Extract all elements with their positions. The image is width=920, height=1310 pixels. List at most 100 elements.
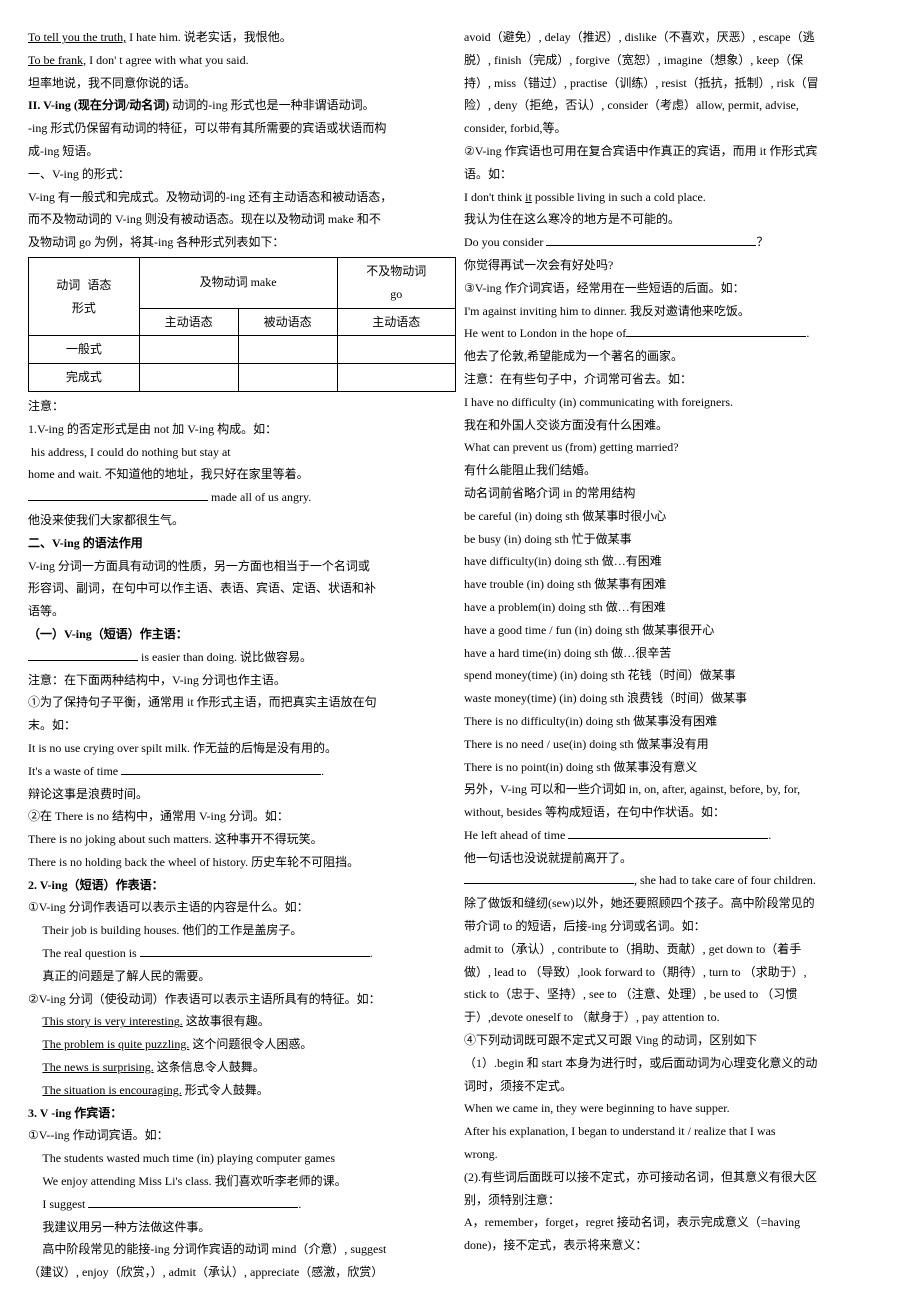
line: 持）, miss（错过）, practise（训练）, resist（抵抗，抵制… [464,72,892,95]
table-cell [139,336,238,364]
fill-blank [140,945,370,957]
line: 除了做饭和缝纫(sew)以外，她还要照顾四个孩子。高中阶段常见的 [464,892,892,915]
fill-blank [88,1196,298,1208]
text: made all of us angry. [208,490,311,504]
text: . [768,828,771,842]
line: spend money(time) (in) doing sth 花钱（时间）做… [464,664,892,687]
line: 一、V-ing 的形式： [28,163,456,186]
line: V-ing 分词一方面具有动词的性质，另一方面也相当于一个名词或 [28,555,456,578]
line: done)，接不定式，表示将来意义： [464,1234,892,1257]
line: ②在 There is no 结构中，通常用 V-ing 分词。如： [28,805,456,828]
line: There is no joking about such matters. 这… [28,828,456,851]
underlined-phrase: To be frank, [28,53,86,67]
line: （建议）, enjoy（欣赏，）, admit（承认）, appreciate（… [28,1261,456,1284]
line: made all of us angry. [28,486,456,509]
line: have difficulty(in) doing sth 做…有困难 [464,550,892,573]
table-cell [139,364,238,392]
line: We enjoy attending Miss Li's class. 我们喜欢… [28,1170,456,1193]
text: 这个问题很令人困惑。 [189,1037,312,1051]
line: 他一句话也没说就提前离开了。 [464,847,892,870]
table-header-go: 不及物动词go [337,257,455,308]
text: is easier than doing. 说比做容易。 [138,650,312,664]
line: waste money(time) (in) doing sth 浪费钱（时间）… [464,687,892,710]
line: This story is very interesting. 这故事很有趣。 [28,1010,456,1033]
text: I suggest [42,1197,88,1211]
line: To be frank, I don' t agree with what yo… [28,49,456,72]
fill-blank [626,325,806,337]
underlined-phrase: To tell you the truth, [28,30,126,44]
line: 做）, lead to （导致）,look forward to（期待）, tu… [464,961,892,984]
text: 这故事很有趣。 [183,1014,270,1028]
line: II. V-ing (现在分词/动名词) 动词的-ing 形式也是一种非谓语动词… [28,94,456,117]
table-header-make: 及物动词 make [139,257,337,308]
right-column: avoid（避免）, delay（推迟）, dislike（不喜欢，厌恶）, e… [460,26,892,1284]
fill-blank [568,827,768,839]
line: 你觉得再试一次会有好处吗? [464,254,892,277]
fill-blank [121,763,321,775]
line: What can prevent us (from) getting marri… [464,436,892,459]
text: Do you consider [464,235,546,249]
line: be careful (in) doing sth 做某事时很小心 [464,505,892,528]
table-header-passive: 被动语态 [238,308,337,336]
line: Their job is building houses. 他们的工作是盖房子。 [28,919,456,942]
underlined-phrase: it [525,190,532,204]
line: avoid（避免）, delay（推迟）, dislike（不喜欢，厌恶）, e… [464,26,892,49]
line: have a problem(in) doing sth 做…有困难 [464,596,892,619]
line: （1）.begin 和 start 本身为进行时，或后面动词为心理变化意义的动 [464,1052,892,1075]
line: A，remember，forget，regret 接动名词，表示完成意义（=ha… [464,1211,892,1234]
line: without, besides 等构成短语，在句中作状语。如： [464,801,892,824]
line: There is no need / use(in) doing sth 做某事… [464,733,892,756]
line: 注意：在有些句子中，介词常可省去。如： [464,368,892,391]
verb-form-table: 动词语态 形式 及物动词 make 不及物动词go 主动语态 被动语态 主动语态… [28,257,456,392]
line: 有什么能阻止我们结婚。 [464,459,892,482]
text: , she had to take care of four children. [634,873,816,887]
line: his address, I could do nothing but stay… [28,441,456,464]
line: be busy (in) doing sth 忙于做某事 [464,528,892,551]
line: Do you consider ？ [464,231,892,254]
text: possible living in such a cold place. [532,190,706,204]
line: 于）,devote oneself to （献身于）, pay attentio… [464,1006,892,1029]
line: 带介词 to 的短语，后接-ing 分词或名词。如： [464,915,892,938]
line: admit to（承认）, contribute to（捐助、贡献）, get … [464,938,892,961]
text: . [321,764,324,778]
line: 语。如： [464,163,892,186]
line: have a hard time(in) doing sth 做…很辛苦 [464,642,892,665]
line: 我认为住在这么寒冷的地方是不可能的。 [464,208,892,231]
left-column: To tell you the truth, I hate him. 说老实话，… [28,26,460,1284]
line: ②V-ing 作宾语也可用在复合宾语中作真正的宾语，而用 it 作形式宾 [464,140,892,163]
line: , she had to take care of four children. [464,869,892,892]
fill-blank [464,872,634,884]
line: 真正的问题是了解人民的需要。 [28,965,456,988]
line: wrong. [464,1143,892,1166]
line: 成-ing 短语。 [28,140,456,163]
text: . [370,946,373,960]
underlined-phrase: The news is surprising. [42,1060,153,1074]
fill-blank [28,649,138,661]
line: There is no holding back the wheel of hi… [28,851,456,874]
line: V-ing 有一般式和完成式。及物动词的-ing 还有主动语态和被动语态， [28,186,456,209]
line: ①为了保持句子平衡，通常用 it 作形式主语，而把真实主语放在句 [28,691,456,714]
line: The news is surprising. 这条信息令人鼓舞。 [28,1056,456,1079]
table-header-form: 动词语态 形式 [29,257,140,335]
table-cell [337,336,455,364]
line: 及物动词 go 为例，将其-ing 各种形式列表如下： [28,231,456,254]
line: home and wait. 不知道他的地址，我只好在家里等着。 [28,463,456,486]
line: The students wasted much time (in) playi… [28,1147,456,1170]
line: ①V-ing 分词作表语可以表示主语的内容是什么。如： [28,896,456,919]
line: When we came in, they were beginning to … [464,1097,892,1120]
line: 词时，须接不定式。 [464,1075,892,1098]
line: It's a waste of time . [28,760,456,783]
line: There is no point(in) doing sth 做某事没有意义 [464,756,892,779]
table-row-simple: 一般式 [29,336,140,364]
heading: （一）V-ing（短语）作主语： [28,623,456,646]
text: 动词的-ing 形式也是一种非谓语动词。 [172,98,374,112]
page-container: To tell you the truth, I hate him. 说老实话，… [0,0,920,1310]
line: There is no difficulty(in) doing sth 做某事… [464,710,892,733]
line: 高中阶段常见的能接-ing 分词作宾语的动词 mind（介意）, suggest [28,1238,456,1261]
line: consider, forbid,等。 [464,117,892,140]
line: The problem is quite puzzling. 这个问题很令人困惑… [28,1033,456,1056]
table-header-active: 主动语态 [139,308,238,336]
text: . [806,326,809,340]
line: ①V--ing 作动词宾语。如： [28,1124,456,1147]
line: 注意： [28,395,456,418]
